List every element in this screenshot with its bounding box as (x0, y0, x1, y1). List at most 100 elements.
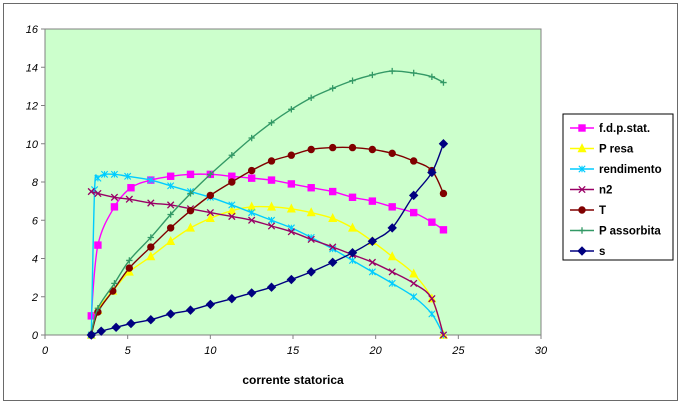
data-point (307, 94, 315, 102)
y-tick-label: 8 (32, 177, 39, 189)
x-tick-label: 30 (535, 345, 548, 357)
line-chart: 0 2 4 6 8 10 12 14 16 0 5 10 15 20 25 30 corrente stato… (26, 24, 674, 387)
data-point (410, 69, 417, 77)
legend-label: f.d.p.stat. (599, 123, 650, 135)
data-point (410, 293, 418, 301)
data-point (409, 208, 418, 217)
data-point (267, 157, 276, 165)
series-layer (86, 67, 449, 340)
data-point (428, 73, 436, 81)
data-point (228, 152, 236, 159)
data-point (329, 243, 337, 251)
data-point (110, 193, 119, 201)
data-point (246, 288, 257, 298)
data-point (166, 172, 175, 180)
data-point (248, 134, 255, 142)
data-point (428, 295, 436, 303)
data-point (328, 143, 337, 152)
data-point (100, 170, 109, 178)
y-tick-label: 10 (26, 139, 39, 151)
legend-marker (577, 246, 587, 256)
data-point (287, 180, 296, 188)
x-tick-label: 5 (125, 345, 132, 357)
data-point (94, 241, 102, 249)
data-point (348, 256, 357, 265)
legend-marker (578, 165, 586, 173)
legend-item-s: s (570, 246, 605, 258)
data-point (387, 223, 397, 233)
data-point (186, 206, 195, 215)
data-point (165, 309, 176, 319)
data-point (167, 211, 174, 218)
data-point (206, 191, 215, 200)
x-tick-label: 25 (451, 345, 465, 357)
data-point (348, 193, 357, 202)
data-point (228, 201, 236, 209)
data-point (439, 226, 448, 234)
data-point (228, 178, 236, 186)
data-point (266, 282, 277, 292)
data-point (87, 187, 95, 196)
data-point (96, 326, 106, 336)
data-point (94, 189, 102, 198)
data-point (124, 172, 132, 180)
data-point (227, 293, 237, 304)
data-point (369, 71, 376, 79)
axes: 0 2 4 6 8 10 12 14 16 0 5 10 15 20 25 30 (26, 24, 548, 357)
data-point (409, 268, 419, 278)
legend-label: P resa (599, 144, 634, 156)
legend: f.d.p.stat. P resa rendimento n2 T P assorbit… (562, 113, 674, 261)
data-point (205, 299, 216, 310)
y-tick-label: 14 (26, 62, 38, 74)
data-point (147, 243, 155, 251)
data-point (367, 236, 378, 246)
data-point (388, 268, 396, 276)
x-tick-label: 10 (204, 345, 217, 357)
data-point (187, 190, 194, 197)
legend-item-p-resa: P resa (570, 143, 634, 156)
data-point (186, 170, 195, 179)
data-point (110, 203, 119, 211)
data-point (86, 330, 97, 340)
chart-area: 0 2 4 6 8 10 12 14 16 0 5 10 15 20 25 30 corrente stato… (3, 3, 678, 401)
data-point (110, 170, 119, 178)
legend-marker (578, 227, 586, 234)
legend-item-t: T (570, 205, 606, 217)
data-point (185, 222, 196, 232)
data-point (167, 182, 175, 190)
legend-box (562, 113, 674, 261)
data-point (286, 274, 297, 285)
data-point (347, 248, 358, 258)
data-point (428, 218, 436, 226)
data-point (389, 67, 396, 75)
data-point (368, 197, 377, 205)
data-point (306, 207, 316, 217)
data-point (228, 212, 236, 221)
y-tick-label: 4 (32, 254, 38, 266)
data-point (286, 203, 296, 213)
data-point (127, 184, 135, 192)
x-tick-label: 20 (369, 345, 383, 357)
data-point (147, 234, 155, 241)
series-n2 (87, 187, 448, 339)
legend-label: P assorbita (599, 226, 661, 238)
data-point (207, 171, 214, 178)
x-axis-label: corrente statorica (242, 373, 344, 387)
y-tick-label: 0 (32, 330, 39, 342)
data-point (185, 305, 196, 315)
legend-marker (578, 185, 586, 194)
data-point (410, 279, 418, 288)
data-point (428, 310, 436, 318)
y-tick-label: 6 (32, 215, 39, 227)
data-point (349, 77, 356, 84)
data-point (307, 145, 315, 154)
x-tick-label: 15 (287, 345, 300, 357)
legend-label: rendimento (599, 164, 662, 176)
data-point (266, 201, 277, 211)
data-point (247, 174, 256, 182)
data-point (348, 222, 358, 232)
data-point (206, 208, 214, 217)
data-point (267, 176, 276, 184)
y-tick-label: 16 (26, 24, 39, 36)
legend-marker (578, 124, 586, 132)
